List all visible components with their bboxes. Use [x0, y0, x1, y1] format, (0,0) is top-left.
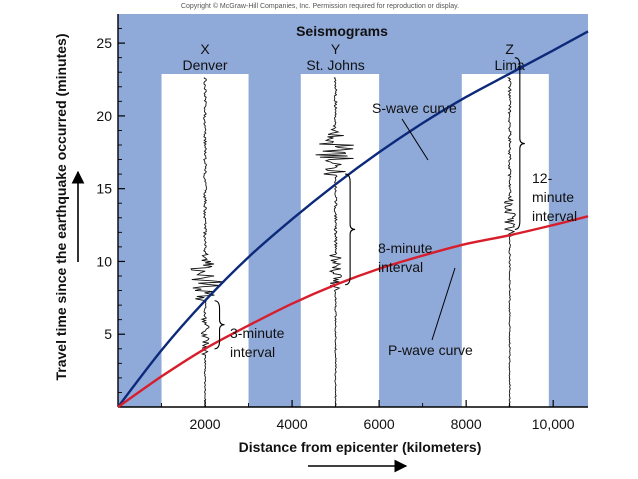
- interval-8-bracket: [345, 173, 356, 286]
- interval-12-bracket: [514, 57, 525, 230]
- interval-12-label-line2: minute: [532, 189, 574, 205]
- y-tick-label: 10: [96, 253, 112, 269]
- station-letter-x: X: [200, 41, 210, 57]
- y-tick-label: 15: [96, 181, 112, 197]
- chart-title: Seismograms: [296, 23, 388, 39]
- station-name-z: Lima: [494, 57, 525, 73]
- y-tick-label: 25: [96, 35, 112, 51]
- p-wave-curve: [117, 215, 589, 408]
- y-axis-label: Travel time since the earthquake occurre…: [53, 33, 69, 380]
- y-tick-label: 20: [96, 108, 112, 124]
- station-letter-z: Z: [505, 41, 514, 57]
- y-axis-ticks: 5 10 15 20 25: [96, 28, 125, 393]
- y-tick-label: 5: [104, 326, 112, 342]
- seismogram-trace-x: [190, 77, 225, 407]
- interval-3-label-line2: interval: [230, 344, 275, 360]
- s-wave-label-leader: [401, 118, 429, 161]
- x-tick-label: 2000: [189, 416, 220, 432]
- seismogram-trace-y: [315, 77, 354, 407]
- p-wave-label-leader: [431, 267, 456, 341]
- interval-3-label-line1: 3-minute: [230, 325, 285, 341]
- station-strip-y: [300, 74, 380, 407]
- x-tick-label: 4000: [276, 416, 307, 432]
- station-name-y: St. Johns: [306, 57, 364, 73]
- x-tick-label: 6000: [364, 416, 395, 432]
- station-letter-y: Y: [331, 41, 341, 57]
- s-wave-curve: [117, 30, 589, 408]
- station-name-x: Denver: [182, 57, 227, 73]
- interval-12-label-line3: interval: [532, 208, 577, 224]
- station-strip-z: [461, 74, 549, 407]
- x-axis-ticks: 2000 4000 6000 8000 10,000: [161, 400, 575, 432]
- interval-8-label-line1: 8-minute: [378, 240, 433, 256]
- seismogram-traces: [190, 77, 516, 408]
- x-tick-label: 8000: [451, 416, 482, 432]
- s-wave-curve-label: S-wave curve: [372, 100, 457, 116]
- interval-12-label-line1: 12-: [532, 170, 553, 186]
- seismogram-strips: [161, 74, 549, 407]
- seismogram-trace-z: [503, 77, 516, 408]
- interval-8-label-line2: interval: [378, 259, 423, 275]
- x-axis-label: Distance from epicenter (kilometers): [239, 439, 482, 455]
- p-wave-curve-label: P-wave curve: [388, 342, 473, 358]
- wave-curves: [117, 30, 589, 408]
- copyright-notice: Copyright © McGraw-Hill Companies, Inc. …: [181, 2, 459, 10]
- x-tick-label: 10,000: [532, 416, 575, 432]
